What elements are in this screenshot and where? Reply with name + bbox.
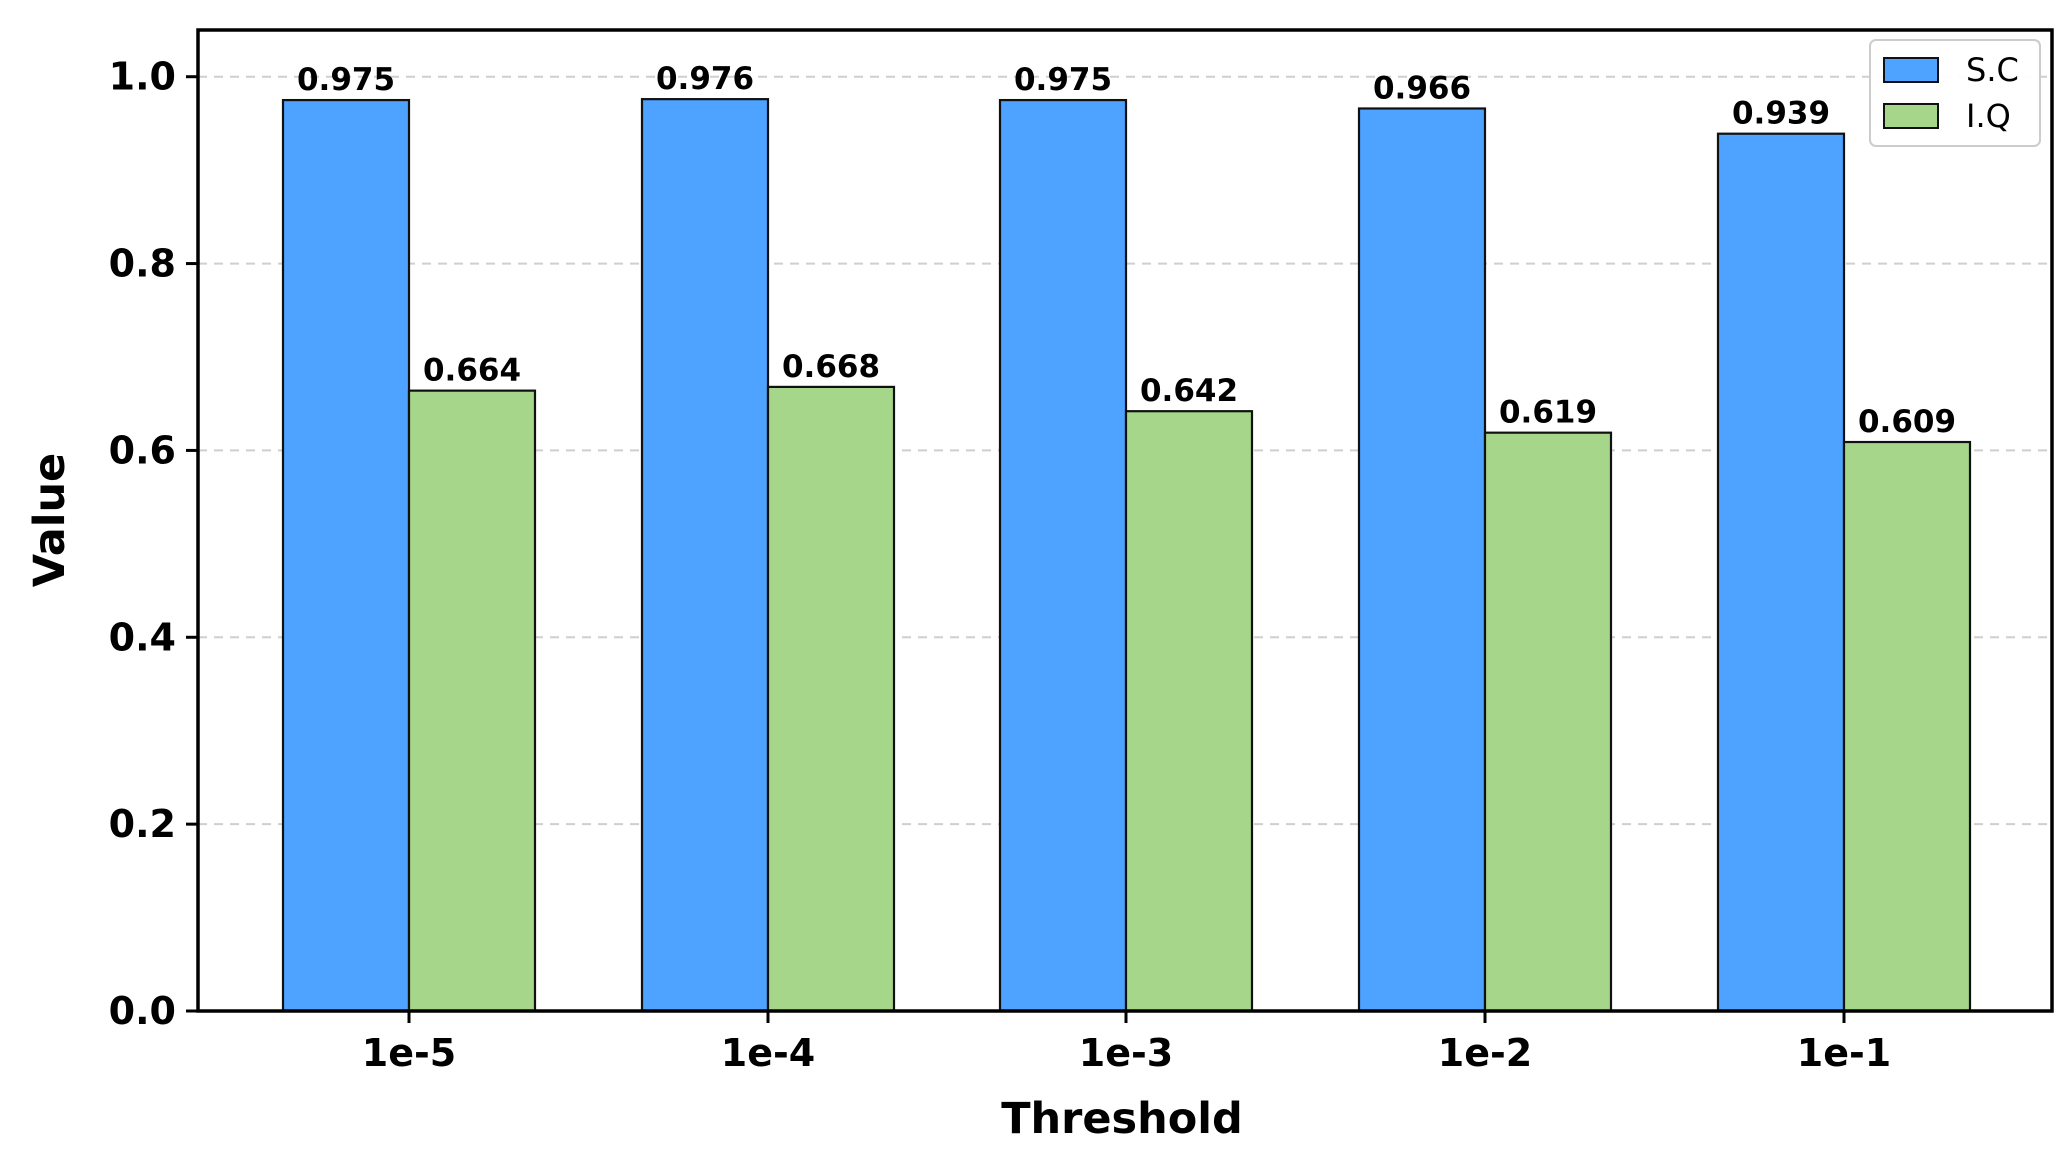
y-tick-label: 0.6 (109, 428, 176, 472)
x-tick-label: 1e-3 (1079, 1031, 1173, 1075)
bar-i-q-1e-5 (407, 389, 537, 1013)
legend: S.C I.Q (1869, 39, 2041, 147)
legend-label: I.Q (1966, 97, 2011, 135)
bar-s-c-1e-1 (1716, 132, 1846, 1013)
data-label: 0.642 (1140, 373, 1238, 409)
data-labels-layer: 0.975 0.976 0.975 0.966 0.939 0.664 0.668 0.642… (297, 61, 1956, 440)
y-axis-title: Value (25, 453, 75, 587)
bar-s-c-1e-3 (998, 98, 1128, 1013)
legend-swatch (1883, 57, 1939, 83)
y-tick-label: 0.4 (109, 615, 176, 659)
data-label: 0.939 (1732, 96, 1830, 132)
bar-s-c-1e-2 (1357, 107, 1487, 1013)
data-label: 0.975 (297, 62, 395, 98)
x-axis-title: Threshold (1001, 1094, 1243, 1144)
y-tick-label: 1.0 (109, 55, 176, 99)
legend-label: S.C (1966, 51, 2019, 89)
data-label: 0.966 (1373, 70, 1471, 106)
x-tick-label: 1e-2 (1438, 1031, 1532, 1075)
x-tick-label: 1e-5 (362, 1031, 456, 1075)
plot-frame (196, 28, 2054, 1013)
bar-i-q-1e-2 (1483, 431, 1613, 1013)
y-tick-label: 0.2 (109, 802, 176, 846)
data-label: 0.975 (1014, 62, 1112, 98)
data-label: 0.668 (782, 349, 880, 385)
data-label: 0.619 (1499, 395, 1597, 431)
x-tick-label: 1e-4 (721, 1031, 815, 1075)
legend-swatch (1883, 103, 1939, 129)
data-label: 0.976 (656, 61, 754, 97)
bar-i-q-1e-1 (1842, 440, 1972, 1013)
bar-s-c-1e-4 (640, 98, 770, 1013)
bar-i-q-1e-3 (1124, 410, 1254, 1013)
data-label: 0.609 (1858, 404, 1956, 440)
y-tick-label: 0.8 (109, 242, 176, 286)
bar-i-q-1e-4 (766, 385, 896, 1013)
y-tick-label: 0.0 (109, 989, 176, 1033)
axes-layer: 0.0 0.2 0.4 0.6 0.8 1.0 1e-5 1e-4 1e-3 1e-2 1e-1 (109, 28, 2054, 1075)
bar-s-c-1e-5 (281, 98, 411, 1013)
data-label: 0.664 (423, 353, 521, 389)
x-tick-label: 1e-1 (1797, 1031, 1891, 1075)
bars-layer (281, 98, 1972, 1013)
